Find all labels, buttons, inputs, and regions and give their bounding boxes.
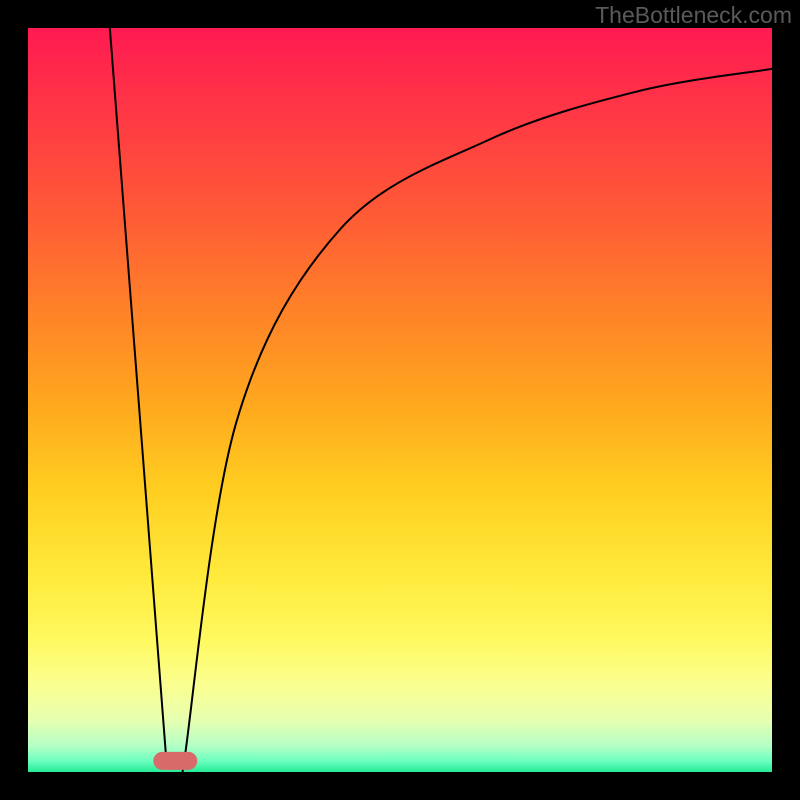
apex-marker [153, 752, 197, 770]
chart-container: TheBottleneck.com [0, 0, 800, 800]
gradient-background [28, 28, 772, 772]
bottleneck-chart [0, 0, 800, 800]
